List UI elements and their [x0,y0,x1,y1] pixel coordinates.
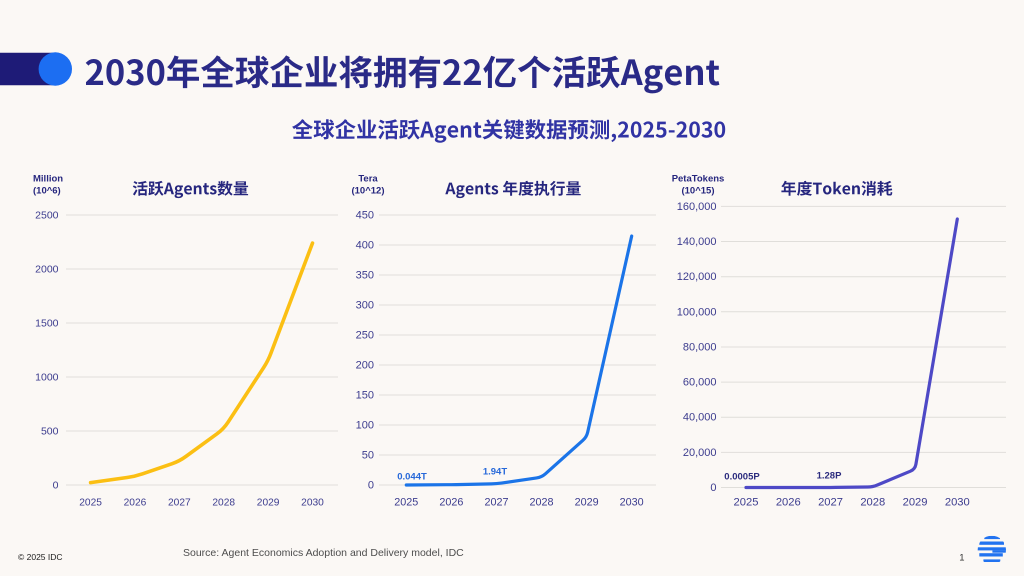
svg-text:500: 500 [41,426,59,438]
svg-text:2026: 2026 [776,497,801,509]
svg-text:1000: 1000 [35,372,59,384]
svg-text:0: 0 [368,480,374,492]
svg-text:1500: 1500 [35,318,59,330]
svg-text:2030: 2030 [945,497,970,509]
svg-text:0.0005P: 0.0005P [724,472,760,483]
svg-text:400: 400 [356,240,374,252]
svg-text:2027: 2027 [818,497,843,509]
svg-text:Million: Million [33,174,63,185]
svg-text:40,000: 40,000 [683,412,717,424]
svg-text:2029: 2029 [575,497,599,509]
svg-text:300: 300 [356,300,374,312]
svg-text:200: 200 [356,360,374,372]
svg-text:(10^15): (10^15) [681,186,714,197]
svg-text:2028: 2028 [860,497,885,509]
svg-text:50: 50 [362,450,374,462]
svg-text:100,000: 100,000 [677,306,717,318]
svg-text:2025: 2025 [79,498,102,509]
svg-text:2025: 2025 [734,497,759,509]
svg-text:450: 450 [356,210,374,222]
svg-text:80,000: 80,000 [683,341,717,353]
svg-text:2030: 2030 [620,497,644,509]
svg-text:2025: 2025 [394,497,418,509]
svg-text:1.94T: 1.94T [483,467,507,478]
svg-text:2027: 2027 [484,497,508,509]
svg-text:120,000: 120,000 [677,271,717,283]
svg-text:160,000: 160,000 [677,201,717,213]
svg-text:(10^12): (10^12) [351,186,384,197]
svg-text:2028: 2028 [212,498,235,509]
svg-text:(10^6): (10^6) [33,186,61,197]
svg-text:1.28P: 1.28P [817,471,842,482]
svg-text:2030: 2030 [301,498,324,509]
svg-text:100: 100 [356,420,374,432]
svg-text:1: 1 [959,553,964,564]
svg-text:Tera: Tera [358,174,378,185]
svg-text:2000: 2000 [35,264,59,276]
svg-text:150: 150 [356,390,374,402]
svg-text:60,000: 60,000 [683,377,717,389]
svg-text:250: 250 [356,330,374,342]
svg-text:PetaTokens: PetaTokens [672,174,725,185]
svg-text:2026: 2026 [124,498,147,509]
svg-text:0: 0 [53,480,59,492]
svg-text:Source: Agent Economics Adopti: Source: Agent Economics Adoption and Del… [183,547,464,559]
svg-text:2029: 2029 [903,497,928,509]
svg-text:© 2025 IDC: © 2025 IDC [18,552,63,562]
svg-text:2027: 2027 [168,498,191,509]
svg-text:140,000: 140,000 [677,236,717,248]
svg-text:0.044T: 0.044T [397,472,427,483]
svg-text:350: 350 [356,270,374,282]
svg-text:0: 0 [710,482,716,494]
svg-text:2500: 2500 [35,210,59,222]
svg-text:20,000: 20,000 [683,447,717,459]
svg-text:2029: 2029 [257,498,280,509]
svg-text:2026: 2026 [439,497,463,509]
svg-text:2028: 2028 [530,497,554,509]
